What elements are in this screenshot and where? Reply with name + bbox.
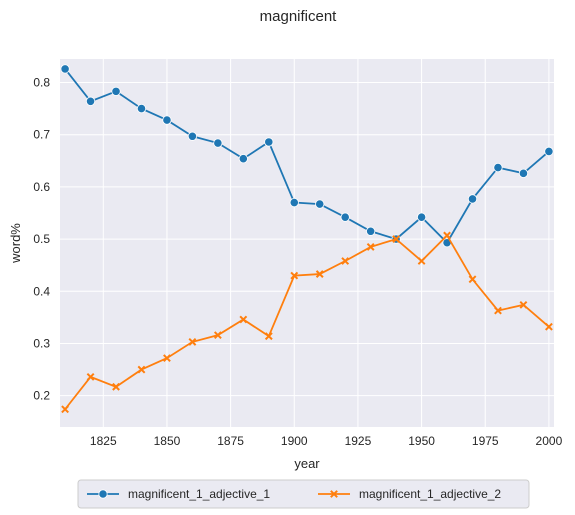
data-point <box>366 243 375 251</box>
y-tick-labels: 0.2 0.3 0.4 0.5 0.6 0.7 0.8 <box>33 75 50 402</box>
y-tick-label: 0.5 <box>33 232 50 246</box>
data-point <box>85 96 96 106</box>
data-point <box>187 131 198 141</box>
data-point <box>213 331 222 340</box>
data-point <box>494 306 502 315</box>
data-point <box>61 405 69 414</box>
legend: magnificent_1_adjective_1 magnificent_1_a… <box>77 479 530 509</box>
data-point <box>137 365 146 374</box>
data-point <box>519 300 528 309</box>
series-layer <box>60 64 554 414</box>
legend-label: magnificent_1_adjective_2 <box>359 487 501 501</box>
data-point <box>264 137 274 147</box>
data-point <box>60 64 70 74</box>
data-point <box>289 197 299 208</box>
data-point <box>392 235 401 243</box>
data-point <box>315 199 325 209</box>
y-tick-label: 0.2 <box>33 389 50 403</box>
data-point <box>86 372 95 381</box>
x-tick-label: 1900 <box>281 434 308 448</box>
y-axis-label: word% <box>8 223 23 264</box>
data-point <box>417 257 426 265</box>
legend-entry: magnificent_1_adjective_1 <box>87 487 270 501</box>
plot-area <box>60 59 554 427</box>
x-tick-label: 2000 <box>536 434 563 448</box>
y-tick-label: 0.8 <box>33 75 50 89</box>
x-tick-label: 1950 <box>408 434 435 448</box>
data-point <box>112 382 120 391</box>
series-1 <box>60 64 554 248</box>
data-point <box>163 354 171 363</box>
data-point <box>98 489 108 499</box>
data-point <box>162 115 172 125</box>
data-point <box>290 271 299 280</box>
x-axis-label: year <box>294 456 320 471</box>
y-gridlines <box>60 81 554 397</box>
data-point <box>493 162 503 173</box>
x-tick-label: 1825 <box>90 434 117 448</box>
data-point <box>468 275 477 284</box>
x-tick-label: 1875 <box>217 434 244 448</box>
x-tick-label: 1925 <box>345 434 372 448</box>
data-point <box>315 270 324 278</box>
legend-label: magnificent_1_adjective_1 <box>128 487 270 501</box>
series-2 <box>61 231 553 414</box>
data-point <box>213 138 223 148</box>
data-point <box>188 338 197 346</box>
data-point <box>341 257 350 265</box>
data-point <box>518 168 529 178</box>
chart-title: magnificent <box>260 8 338 25</box>
data-point <box>467 194 478 204</box>
y-tick-label: 0.3 <box>33 336 50 350</box>
y-tick-label: 0.6 <box>33 180 50 194</box>
data-point <box>544 322 553 331</box>
y-tick-label: 0.4 <box>33 284 50 298</box>
x-tick-label: 1850 <box>154 434 181 448</box>
data-point <box>340 212 350 222</box>
series-line <box>64 233 550 410</box>
legend-frame <box>77 479 530 509</box>
data-point <box>264 332 273 341</box>
data-point <box>239 315 248 324</box>
legend-entry: magnificent_1_adjective_2 <box>318 487 501 501</box>
data-point <box>111 86 121 96</box>
y-tick-label: 0.7 <box>33 128 50 142</box>
x-tick-label: 1975 <box>472 434 499 448</box>
series-line <box>64 68 550 245</box>
data-point <box>238 154 248 164</box>
data-point <box>443 231 451 240</box>
x-tick-labels: 1825 1850 1875 1900 1925 1950 1975 2000 <box>90 434 563 448</box>
data-point <box>366 226 376 236</box>
data-point <box>330 490 338 498</box>
data-point <box>416 212 427 222</box>
data-point <box>544 146 554 156</box>
data-point <box>136 103 147 114</box>
